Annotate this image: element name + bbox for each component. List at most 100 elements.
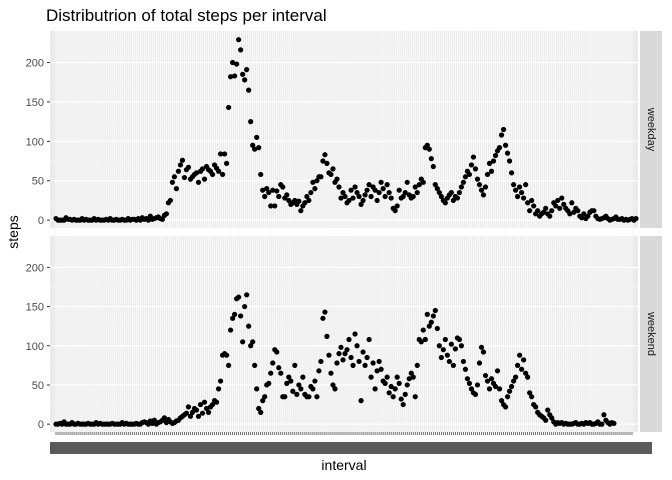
data-point-weekday bbox=[575, 208, 581, 214]
data-point-weekday bbox=[468, 162, 475, 168]
data-point-weekday bbox=[454, 195, 460, 201]
data-point-weekend bbox=[460, 358, 467, 365]
data-point-weekend bbox=[515, 362, 521, 368]
data-point-weekday bbox=[342, 193, 348, 200]
data-point-weekday bbox=[490, 158, 497, 164]
y-tick-label: 100 bbox=[26, 341, 44, 353]
data-point-weekend bbox=[254, 386, 260, 392]
data-point-weekday bbox=[252, 146, 258, 152]
data-point-weekend bbox=[324, 333, 330, 339]
data-point-weekday bbox=[169, 179, 176, 185]
data-point-weekday bbox=[450, 197, 456, 204]
data-point-weekday bbox=[262, 193, 268, 200]
data-point-weekend bbox=[440, 347, 446, 353]
data-point-weekend bbox=[296, 382, 302, 388]
data-point-weekday bbox=[380, 186, 386, 192]
data-point-weekend bbox=[358, 398, 364, 404]
data-point-weekday bbox=[354, 189, 360, 196]
data-point-weekend bbox=[611, 420, 617, 426]
data-point-weekday bbox=[388, 195, 394, 201]
data-point-weekend bbox=[300, 374, 306, 380]
data-point-weekend bbox=[527, 390, 533, 396]
data-point-weekday bbox=[320, 158, 326, 164]
chart-title: Distributrion of total steps per interva… bbox=[46, 6, 327, 25]
data-point-weekend bbox=[508, 383, 515, 390]
facet-strip-weekend bbox=[640, 236, 662, 432]
y-tick-label: 150 bbox=[26, 302, 44, 314]
data-point-weekend bbox=[368, 374, 374, 380]
data-point-weekend bbox=[512, 374, 519, 380]
data-point-weekend bbox=[223, 352, 230, 358]
data-point-weekend bbox=[482, 372, 489, 379]
data-point-weekend bbox=[452, 346, 458, 352]
data-point-weekday bbox=[314, 178, 320, 184]
data-point-weekend bbox=[488, 376, 495, 382]
data-point-weekend bbox=[151, 417, 157, 423]
data-point-weekday bbox=[177, 162, 184, 168]
x-tick-label-band bbox=[50, 442, 652, 454]
data-point-weekday bbox=[512, 187, 519, 193]
data-point-weekend bbox=[189, 409, 196, 415]
data-point-weekend bbox=[478, 344, 485, 350]
y-tick-label: 200 bbox=[26, 262, 44, 274]
data-point-weekday bbox=[547, 213, 553, 219]
data-point-weekend bbox=[390, 394, 396, 400]
data-point-weekday bbox=[364, 187, 370, 193]
data-point-weekend bbox=[364, 354, 370, 361]
data-point-weekend bbox=[274, 349, 280, 355]
data-point-weekend bbox=[312, 378, 318, 384]
data-point-weekend bbox=[384, 374, 390, 380]
data-point-weekday bbox=[492, 152, 499, 159]
data-point-weekday bbox=[215, 168, 222, 174]
data-point-weekday bbox=[458, 184, 465, 190]
data-point-weekday bbox=[145, 217, 151, 223]
data-point-weekend bbox=[549, 415, 555, 421]
data-point-weekday bbox=[274, 188, 280, 194]
data-point-weekend bbox=[252, 362, 258, 368]
data-point-weekday bbox=[484, 171, 491, 178]
data-point-weekday bbox=[246, 87, 252, 93]
data-point-weekday bbox=[508, 170, 515, 176]
data-point-weekend bbox=[197, 401, 204, 408]
data-point-weekday bbox=[500, 126, 507, 133]
data-point-weekday bbox=[250, 142, 256, 148]
data-point-weekend bbox=[185, 404, 192, 410]
data-point-weekend bbox=[458, 343, 465, 349]
data-point-weekday bbox=[436, 189, 442, 196]
data-point-weekend bbox=[422, 336, 428, 343]
data-point-weekday bbox=[420, 179, 426, 185]
data-point-weekend bbox=[342, 351, 348, 357]
facet-label-weekend: weekend bbox=[645, 311, 657, 356]
data-point-weekend bbox=[318, 358, 324, 365]
data-point-weekend bbox=[494, 368, 501, 374]
data-point-weekday bbox=[466, 171, 473, 178]
y-tick-label: 50 bbox=[32, 380, 44, 392]
data-point-weekday bbox=[366, 182, 372, 188]
data-point-weekend bbox=[228, 327, 234, 333]
data-point-weekend bbox=[266, 380, 272, 386]
data-point-weekday bbox=[308, 189, 314, 196]
data-point-weekend bbox=[348, 354, 354, 361]
data-point-weekend bbox=[506, 388, 513, 394]
data-point-weekday bbox=[306, 197, 312, 204]
data-point-weekend bbox=[382, 380, 388, 386]
data-point-weekend bbox=[278, 370, 284, 376]
data-point-weekend bbox=[496, 386, 503, 392]
data-point-weekend bbox=[484, 378, 491, 384]
data-point-weekend bbox=[466, 380, 473, 386]
data-point-weekday bbox=[232, 73, 238, 79]
data-point-weekend bbox=[545, 407, 551, 413]
data-point-weekday bbox=[410, 193, 416, 200]
data-point-weekend bbox=[258, 409, 264, 415]
data-point-weekday bbox=[531, 203, 537, 209]
data-point-weekend bbox=[306, 394, 312, 400]
data-point-weekday bbox=[234, 61, 240, 67]
data-point-weekday bbox=[209, 171, 216, 178]
data-point-weekend bbox=[502, 404, 509, 410]
data-point-weekend bbox=[193, 407, 200, 413]
data-point-weekday bbox=[521, 195, 527, 201]
data-point-weekday bbox=[488, 168, 495, 174]
data-point-weekday bbox=[312, 186, 318, 192]
y-tick-label: 200 bbox=[26, 58, 44, 70]
data-point-weekend bbox=[543, 417, 549, 423]
